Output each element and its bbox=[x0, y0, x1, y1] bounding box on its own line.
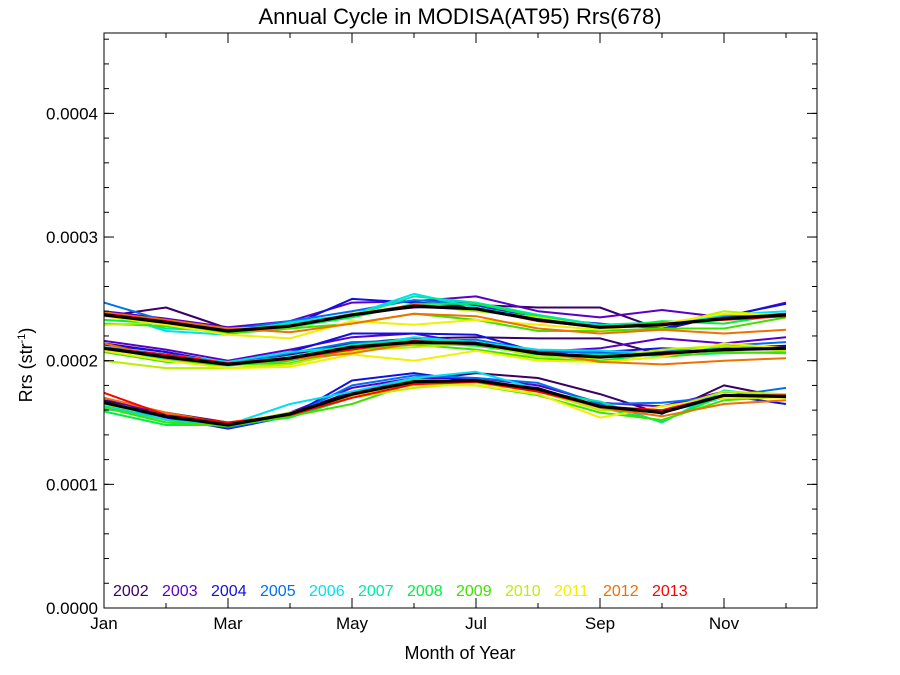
x-tick-label-Sep: Sep bbox=[585, 614, 615, 633]
y-axis-label-superscript: -1 bbox=[16, 334, 28, 344]
plot-series-group bbox=[103, 292, 787, 430]
legend-item-2006: 2006 bbox=[309, 583, 345, 600]
legend: 2002 2003 2004 2005 2006 2007 2008 2009 2010 2011… bbox=[113, 583, 688, 600]
x-tick-label-Jan: Jan bbox=[90, 614, 117, 633]
series-line-2011-upper bbox=[103, 312, 787, 340]
y-tick-label-0.0001: 0.0001 bbox=[46, 475, 98, 494]
y-tick-label-0.0002: 0.0002 bbox=[46, 352, 98, 371]
x-tick-label-Mar: Mar bbox=[213, 614, 243, 633]
legend-item-2007: 2007 bbox=[358, 583, 394, 600]
x-axis-label: Month of Year bbox=[404, 643, 515, 663]
mean-line-middle bbox=[103, 340, 787, 366]
legend-item-2009: 2009 bbox=[456, 583, 492, 600]
x-tick-label-Nov: Nov bbox=[709, 614, 740, 633]
y-axis-label-close: ) bbox=[16, 328, 36, 334]
mean-line-lower bbox=[103, 378, 787, 427]
series-line-2009-lower bbox=[103, 381, 787, 428]
series-line-2011-middle bbox=[103, 342, 787, 370]
series-line-2011-lower bbox=[103, 384, 786, 424]
y-tick-label-0.0003: 0.0003 bbox=[46, 228, 98, 247]
legend-item-2002: 2002 bbox=[113, 583, 149, 600]
legend-item-2013: 2013 bbox=[652, 583, 688, 600]
y-tick-label-0.0004: 0.0004 bbox=[46, 104, 98, 123]
axes-group: Jan Mar May Jul Sep Nov 0.0000 0.0001 0.0002 0.00… bbox=[46, 32, 818, 633]
mean-line-upper bbox=[103, 304, 787, 333]
plot-frame bbox=[103, 32, 818, 609]
y-axis-label: Rrs (str-1) bbox=[16, 328, 36, 403]
x-tick-label-Jul: Jul bbox=[465, 614, 487, 633]
legend-item-2012: 2012 bbox=[603, 583, 639, 600]
legend-item-2005: 2005 bbox=[260, 583, 296, 600]
chart-title: Annual Cycle in MODISA(AT95) Rrs(678) bbox=[258, 4, 661, 29]
legend-item-2008: 2008 bbox=[407, 583, 443, 600]
series-line-2010-middle bbox=[103, 342, 787, 370]
legend-item-2010: 2010 bbox=[505, 583, 541, 600]
series-line-2012-upper bbox=[103, 311, 787, 335]
y-axis-label-main: Rrs (str bbox=[16, 343, 36, 402]
x-tick-label-May: May bbox=[336, 614, 369, 633]
legend-item-2004: 2004 bbox=[211, 583, 247, 600]
series-line-2013-lower bbox=[103, 380, 786, 424]
legend-item-2003: 2003 bbox=[162, 583, 198, 600]
legend-item-2011: 2011 bbox=[554, 583, 589, 600]
y-tick-label-0.0000: 0.0000 bbox=[46, 599, 98, 618]
